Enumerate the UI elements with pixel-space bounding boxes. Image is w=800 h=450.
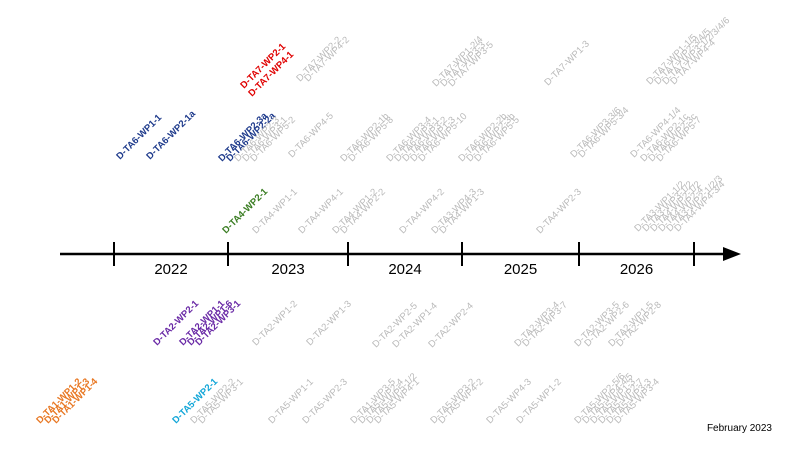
deliverable-label: D-TA2-WP1-2 [250, 299, 299, 348]
deliverable-label: D-TA2-WP3-7 [520, 300, 569, 349]
year-dividers [113, 242, 695, 266]
year-label-2023: 2023 [271, 261, 304, 278]
year-label-2025: 2025 [504, 261, 537, 278]
deliverable-label: D-TA7-WP1-3 [542, 39, 591, 88]
deliverable-label: D-TA5-WP4-2 [436, 377, 485, 426]
deliverable-label: D-TA2-WP1-3 [304, 299, 353, 348]
deliverable-labels: D-TA7-WP2-1D-TA7-WP4-1D-TA7-WP2-2D-TA7-W… [34, 15, 732, 426]
deliverable-label: D-TA6-WP4-5 [286, 111, 335, 160]
year-label-2024: 2024 [388, 261, 421, 278]
timeline-arrowhead [723, 247, 741, 261]
year-label-2022: 2022 [154, 261, 187, 278]
deliverable-label: D-TA6-WP5-3/4 [576, 105, 631, 160]
date-note: February 2023 [706, 423, 772, 434]
year-label-2026: 2026 [620, 261, 653, 278]
deliverable-label: D-TA4-WP2-2 [338, 187, 387, 236]
deliverable-label: D-TA7-WP4-2 [302, 35, 351, 84]
year-labels: 2022 2023 2024 2025 2026 [154, 261, 653, 278]
deliverable-label: D-TA4-WP2-3 [534, 187, 583, 236]
